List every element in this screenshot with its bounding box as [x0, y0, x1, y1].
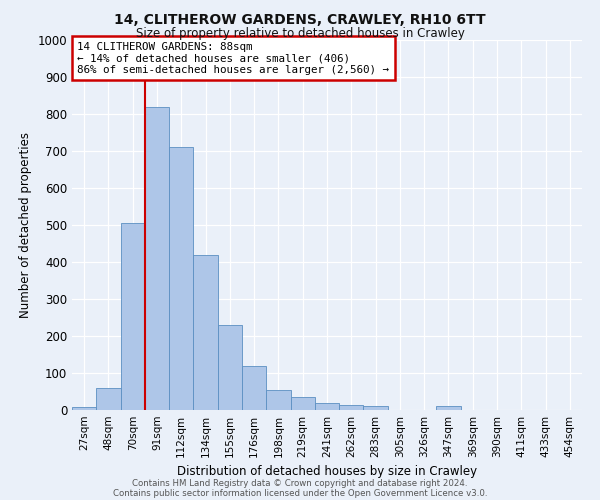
- Bar: [145, 106, 169, 410]
- Bar: [364, 406, 388, 410]
- X-axis label: Distribution of detached houses by size in Crawley: Distribution of detached houses by size …: [177, 466, 477, 478]
- Bar: [193, 254, 218, 410]
- Text: Contains public sector information licensed under the Open Government Licence v3: Contains public sector information licen…: [113, 488, 487, 498]
- Bar: [121, 223, 145, 410]
- Bar: [242, 366, 266, 410]
- Text: 14, CLITHEROW GARDENS, CRAWLEY, RH10 6TT: 14, CLITHEROW GARDENS, CRAWLEY, RH10 6TT: [114, 12, 486, 26]
- Y-axis label: Number of detached properties: Number of detached properties: [19, 132, 32, 318]
- Bar: [96, 388, 121, 410]
- Text: Size of property relative to detached houses in Crawley: Size of property relative to detached ho…: [136, 28, 464, 40]
- Bar: [266, 390, 290, 410]
- Bar: [218, 325, 242, 410]
- Bar: [169, 148, 193, 410]
- Bar: [315, 402, 339, 410]
- Text: 14 CLITHEROW GARDENS: 88sqm
← 14% of detached houses are smaller (406)
86% of se: 14 CLITHEROW GARDENS: 88sqm ← 14% of det…: [77, 42, 389, 75]
- Bar: [339, 405, 364, 410]
- Bar: [72, 407, 96, 410]
- Bar: [290, 397, 315, 410]
- Bar: [436, 406, 461, 410]
- Text: Contains HM Land Registry data © Crown copyright and database right 2024.: Contains HM Land Registry data © Crown c…: [132, 478, 468, 488]
